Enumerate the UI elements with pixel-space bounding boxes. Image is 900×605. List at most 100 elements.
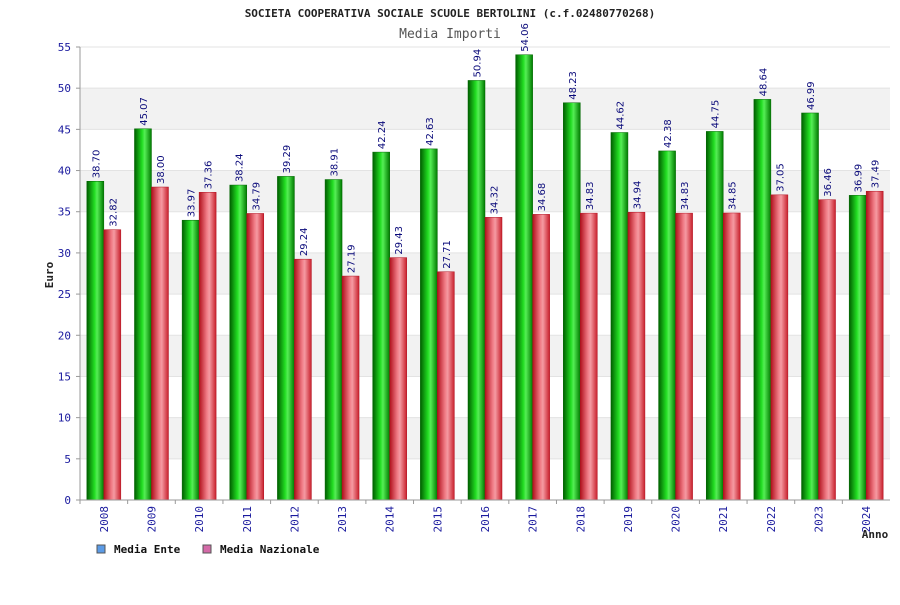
x-tick-label: 2013	[336, 506, 349, 533]
bar-media-nazionale	[103, 229, 122, 501]
bar-media-ente	[420, 148, 438, 501]
data-label: 48.64	[758, 68, 769, 97]
y-tick-label: 20	[58, 329, 71, 342]
data-label: 29.43	[394, 226, 405, 255]
y-tick-label: 0	[64, 494, 71, 507]
data-label: 38.24	[234, 153, 245, 182]
data-label: 46.99	[806, 81, 817, 110]
data-label: 38.00	[156, 155, 167, 184]
y-tick-label: 15	[58, 370, 71, 383]
legend-label-media-ente: Media Ente	[114, 543, 181, 556]
x-tick-label: 2019	[622, 506, 635, 533]
data-label: 54.06	[520, 23, 531, 52]
data-label: 38.91	[330, 148, 341, 177]
bar-media-ente	[86, 181, 105, 501]
data-label: 44.75	[711, 100, 722, 129]
chart-subtitle: Media Importi	[399, 27, 501, 42]
data-label: 45.07	[139, 97, 150, 126]
bar-media-nazionale	[532, 214, 550, 501]
bar-media-nazionale	[722, 212, 741, 501]
y-tick-label: 5	[64, 453, 71, 466]
data-label: 27.19	[347, 244, 358, 273]
bar-media-nazionale	[484, 217, 503, 501]
y-tick-label: 35	[58, 206, 71, 219]
bar-media-ente	[563, 102, 581, 501]
bar-media-ente	[277, 176, 295, 501]
y-tick-label: 50	[58, 82, 71, 95]
bar-media-nazionale	[770, 194, 789, 501]
x-tick-label: 2015	[431, 506, 444, 533]
data-labels: 38.70 32.82 45.07 38.00 33.97 37.36 38.24 34.79…	[91, 23, 881, 273]
bar-media-nazionale	[246, 213, 265, 501]
data-label: 39.29	[282, 145, 293, 174]
bar-media-nazionale	[675, 212, 693, 501]
x-tick-label: 2010	[193, 506, 206, 533]
y-tick-label: 30	[58, 247, 71, 260]
bar-media-ente	[848, 195, 867, 501]
y-axis-ticks: 0 5 10 15 20 25 30 35 40 45 50 55	[58, 41, 80, 507]
bar-media-ente	[610, 132, 629, 501]
bar-media-nazionale	[818, 199, 836, 501]
bar-media-ente	[324, 179, 343, 501]
bar-media-nazionale	[627, 211, 646, 501]
bar-media-ente	[801, 112, 819, 501]
x-tick-label: 2014	[384, 506, 397, 533]
bar-media-ente	[229, 184, 248, 501]
x-axis-ticks: 2008 2009 2010 2011 2012 2013 2014 2015 2016 2017…	[79, 500, 873, 533]
x-axis-label: Anno	[862, 528, 889, 541]
data-label: 34.83	[680, 181, 691, 210]
bar-media-nazionale	[151, 186, 169, 501]
legend-swatch-media-ente	[96, 544, 106, 554]
data-label: 37.05	[775, 163, 786, 192]
data-label: 42.38	[663, 119, 674, 148]
data-label: 42.63	[425, 117, 436, 146]
bar-media-ente	[515, 54, 533, 501]
y-tick-label: 55	[58, 41, 71, 54]
bar-media-nazionale	[341, 275, 360, 501]
data-label: 44.62	[615, 101, 626, 130]
x-tick-label: 2011	[241, 506, 254, 533]
bar-media-ente	[658, 150, 676, 501]
x-tick-label: 2020	[670, 506, 683, 533]
data-label: 34.83	[585, 181, 596, 210]
bar-media-nazionale	[294, 258, 312, 501]
x-tick-label: 2016	[479, 506, 492, 533]
data-label: 38.70	[91, 150, 102, 179]
x-tick-label: 2008	[98, 506, 111, 533]
data-label: 34.94	[632, 181, 643, 210]
legend-swatch-media-nazionale	[202, 544, 212, 554]
data-label: 37.49	[871, 160, 882, 189]
data-label: 32.82	[108, 198, 119, 227]
data-label: 34.32	[490, 186, 501, 215]
bar-media-ente	[705, 131, 724, 501]
data-label: 34.68	[537, 183, 548, 212]
data-label: 36.99	[854, 164, 865, 193]
x-tick-label: 2021	[717, 506, 730, 533]
legend: Media Ente Media Nazionale	[96, 543, 320, 556]
data-label: 50.94	[473, 49, 484, 78]
x-tick-label: 2022	[765, 506, 778, 533]
x-tick-label: 2018	[574, 506, 587, 533]
data-label: 27.71	[442, 240, 453, 269]
bar-media-nazionale	[865, 190, 884, 501]
data-label: 29.24	[299, 228, 310, 257]
chart-title: SOCIETA COOPERATIVA SOCIALE SCUOLE BERTO…	[245, 7, 656, 20]
data-label: 36.46	[823, 168, 834, 197]
y-axis-label: Euro	[43, 261, 56, 288]
bar-media-nazionale	[580, 212, 598, 501]
x-tick-label: 2017	[527, 506, 540, 533]
data-label: 34.79	[251, 182, 262, 211]
x-tick-label: 2024	[860, 506, 873, 533]
bar-media-ente	[753, 99, 772, 501]
data-label: 48.23	[568, 71, 579, 100]
bar-media-ente	[134, 128, 152, 501]
bar-media-ente	[372, 151, 390, 501]
data-label: 42.24	[377, 120, 388, 149]
x-tick-label: 2023	[813, 506, 826, 533]
legend-label-media-nazionale: Media Nazionale	[220, 543, 320, 556]
bar-media-ente	[181, 219, 200, 501]
bar-media-nazionale	[437, 271, 455, 501]
y-tick-label: 40	[58, 165, 71, 178]
